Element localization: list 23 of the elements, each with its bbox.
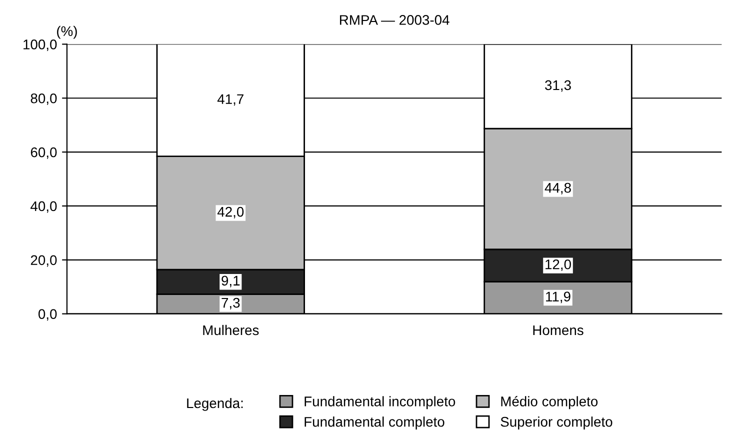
x-tick-label: Homens <box>533 325 584 336</box>
data-label: 9,1 <box>222 276 240 288</box>
legend-label: Médio completo <box>501 396 598 410</box>
data-label: 42,0 <box>217 206 244 218</box>
legend-label: Fundamental incompleto <box>304 396 456 410</box>
chart-title: RMPA — 2003-04 <box>340 15 450 25</box>
y-tick-label: 80,0 <box>30 93 57 105</box>
data-label: 31,3 <box>545 80 571 92</box>
legend-title: Legenda: <box>187 398 243 411</box>
data-label: 41,7 <box>217 94 244 106</box>
x-tick-label: Mulheres <box>203 324 259 336</box>
y-axis-title: (%) <box>57 26 77 39</box>
y-tick-label: 60,0 <box>30 147 57 159</box>
data-label: 12,0 <box>546 259 571 271</box>
y-tick-label: 40,0 <box>30 201 57 213</box>
data-label: 44,8 <box>544 182 571 194</box>
y-tick-label: 0,0 <box>38 309 57 321</box>
y-tick-label: 20,0 <box>30 255 57 267</box>
legend-label: Fundamental completo <box>304 416 444 430</box>
data-label: 11,9 <box>546 292 570 304</box>
data-label: 7,3 <box>222 298 240 310</box>
legend-label: Superior completo <box>500 416 612 430</box>
y-tick-label: 100,0 <box>24 40 57 52</box>
